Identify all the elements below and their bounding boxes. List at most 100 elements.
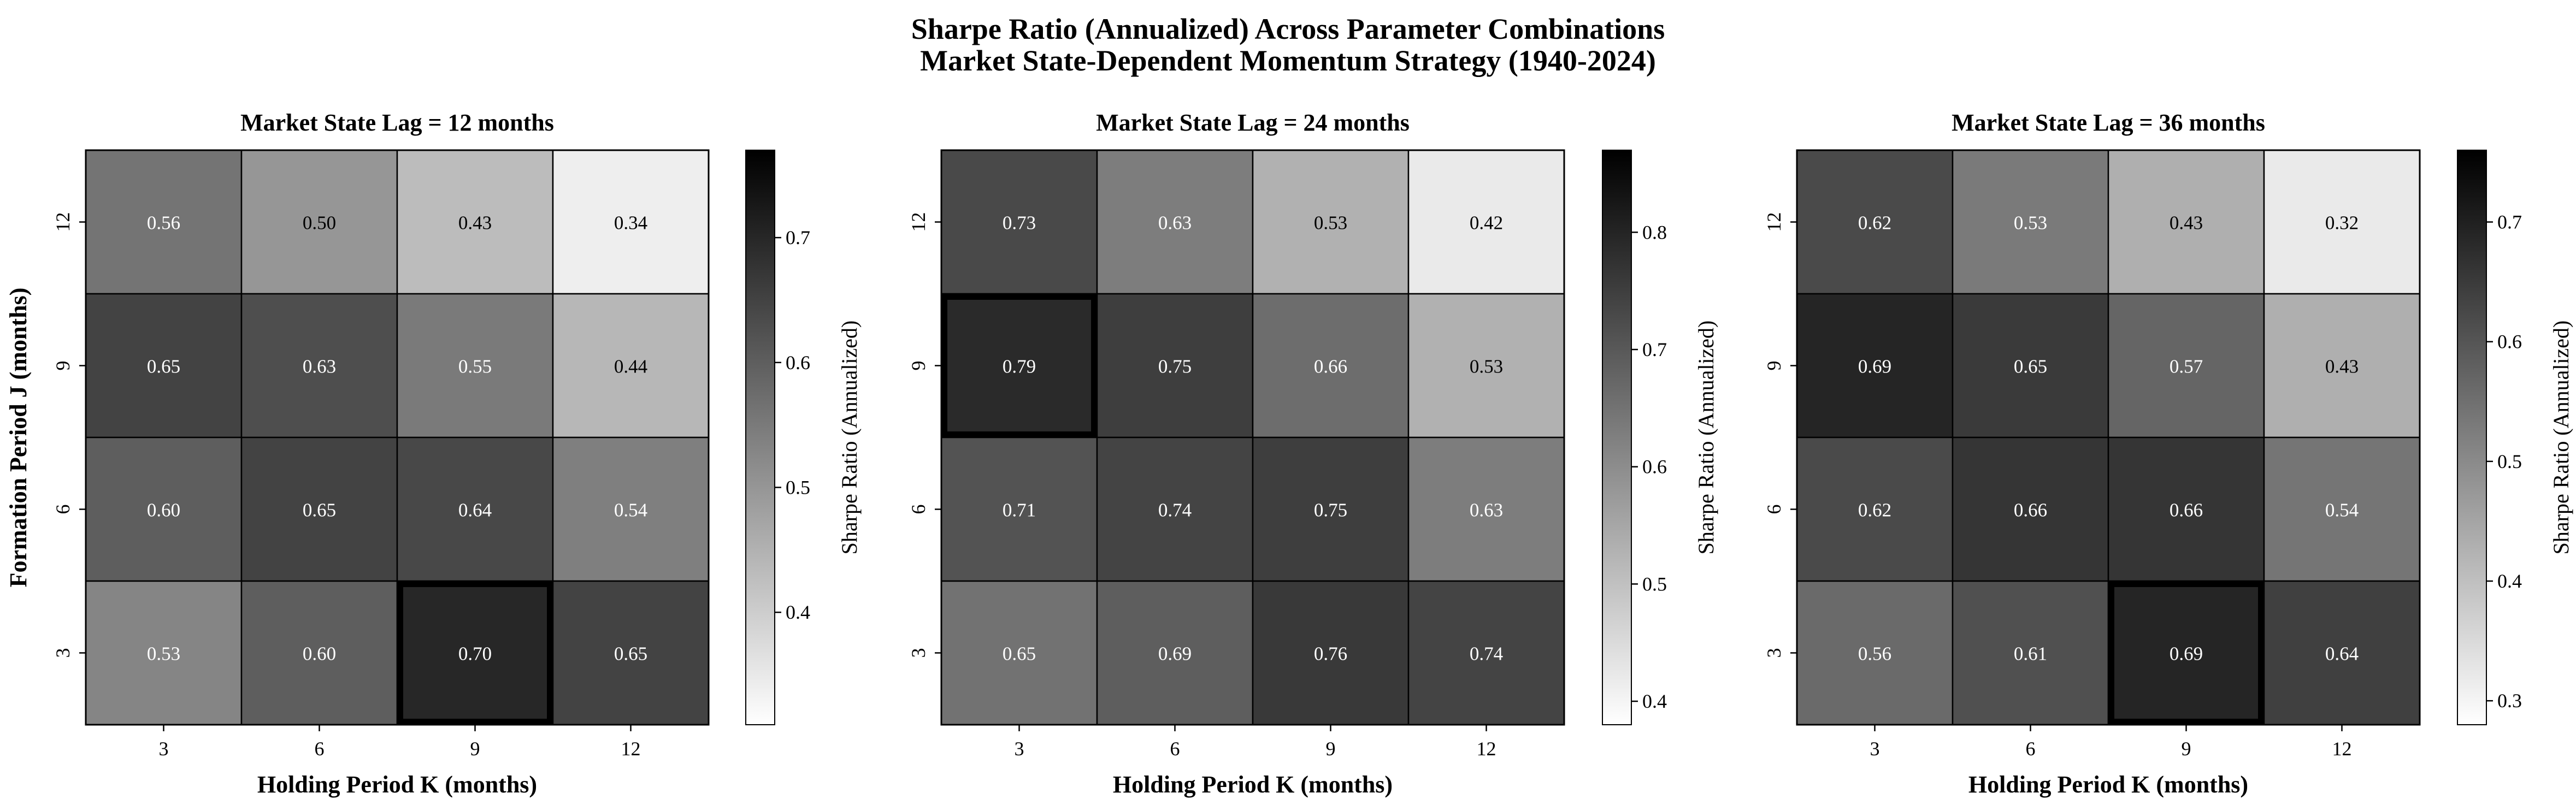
colorbar-tick-label: 0.4 bbox=[786, 601, 810, 623]
cell-value-label: 0.64 bbox=[2325, 643, 2359, 665]
colorbar-tick-label: 0.6 bbox=[2497, 331, 2522, 353]
y-tick-label: 12 bbox=[1763, 212, 1785, 232]
panel-title: Market State Lag = 36 months bbox=[1952, 109, 2265, 136]
y-tick-label: 3 bbox=[907, 648, 929, 658]
y-tick-label: 6 bbox=[907, 505, 929, 514]
y-tick-label: 9 bbox=[52, 361, 74, 371]
x-tick-label: 6 bbox=[2026, 738, 2036, 760]
cell-value-label: 0.55 bbox=[458, 356, 492, 377]
cell-value-label: 0.34 bbox=[614, 212, 647, 234]
cell-value-label: 0.53 bbox=[1314, 212, 1347, 234]
heatmap-cell bbox=[1952, 293, 2109, 439]
colorbar-label: Sharpe Ratio (Annualized) bbox=[2549, 321, 2573, 555]
cell-value-label: 0.56 bbox=[147, 212, 180, 234]
cell-value-label: 0.43 bbox=[2170, 212, 2203, 234]
colorbar-tick-label: 0.6 bbox=[786, 352, 810, 374]
figure-suptitle-line2: Market State-Dependent Momentum Strategy… bbox=[920, 44, 1656, 77]
heatmap-cell bbox=[2263, 436, 2421, 582]
heatmap-cell bbox=[2107, 580, 2265, 726]
y-tick-label: 3 bbox=[1763, 648, 1785, 658]
heatmap-cell bbox=[396, 436, 554, 582]
x-tick-label: 6 bbox=[1170, 738, 1180, 760]
heatmap-frame bbox=[85, 149, 710, 726]
heatmap-cell bbox=[1952, 149, 2109, 295]
colorbar-tick-label: 0.7 bbox=[1642, 339, 1667, 360]
y-axis-label: Formation Period J (months) bbox=[5, 288, 32, 588]
cell-value-label: 0.69 bbox=[2170, 643, 2203, 665]
cell-value-label: 0.65 bbox=[303, 500, 336, 521]
cell-value-label: 0.65 bbox=[147, 356, 180, 377]
heatmap-cell bbox=[240, 436, 398, 582]
heatmap-cell bbox=[2263, 293, 2421, 439]
heatmap-cell bbox=[1407, 293, 1565, 439]
heatmap-cell bbox=[396, 149, 554, 295]
colorbar-tick-label: 0.7 bbox=[2497, 211, 2522, 233]
cell-value-label: 0.65 bbox=[1003, 643, 1036, 665]
y-tick-label: 6 bbox=[52, 505, 74, 514]
cell-value-label: 0.44 bbox=[614, 356, 647, 377]
cell-value-label: 0.61 bbox=[2014, 643, 2047, 665]
cell-value-label: 0.69 bbox=[1858, 356, 1891, 377]
heatmap-cell bbox=[1252, 580, 1410, 726]
cell-value-label: 0.43 bbox=[458, 212, 492, 234]
cell-value-label: 0.66 bbox=[1314, 356, 1347, 377]
cell-value-label: 0.66 bbox=[2014, 500, 2047, 521]
colorbar-label: Sharpe Ratio (Annualized) bbox=[837, 321, 862, 555]
cell-value-label: 0.53 bbox=[1470, 356, 1503, 377]
colorbar bbox=[745, 150, 775, 725]
x-tick-label: 12 bbox=[621, 738, 641, 760]
heatmap-cell bbox=[940, 580, 1098, 726]
cell-value-label: 0.79 bbox=[1003, 356, 1036, 377]
colorbar-tick-label: 0.5 bbox=[1642, 573, 1667, 595]
heatmap-cell bbox=[240, 293, 398, 439]
cell-value-label: 0.76 bbox=[1314, 643, 1347, 665]
x-tick-label: 9 bbox=[470, 738, 480, 760]
y-tick-label: 3 bbox=[52, 648, 74, 658]
heatmap-cell bbox=[396, 293, 554, 439]
x-tick-label: 9 bbox=[2182, 738, 2191, 760]
cell-value-label: 0.74 bbox=[1470, 643, 1503, 665]
x-tick-label: 12 bbox=[1477, 738, 1496, 760]
cell-value-label: 0.60 bbox=[147, 500, 180, 521]
cell-value-label: 0.53 bbox=[147, 643, 180, 665]
x-axis-label: Holding Period K (months) bbox=[1968, 771, 2248, 798]
cell-value-label: 0.43 bbox=[2325, 356, 2359, 377]
cell-value-label: 0.56 bbox=[1858, 643, 1891, 665]
heatmap-cell bbox=[1796, 580, 1954, 726]
colorbar-tick-label: 0.6 bbox=[1642, 456, 1667, 478]
cell-value-label: 0.50 bbox=[303, 212, 336, 234]
cell-value-label: 0.63 bbox=[1470, 500, 1503, 521]
heatmap-cell bbox=[1407, 436, 1565, 582]
colorbar-tick-label: 0.4 bbox=[2497, 570, 2522, 592]
cell-value-label: 0.57 bbox=[2170, 356, 2203, 377]
heatmap-cell bbox=[1096, 580, 1254, 726]
y-tick-label: 6 bbox=[1763, 505, 1785, 514]
best-cell-highlight bbox=[397, 581, 553, 725]
colorbar bbox=[2457, 150, 2487, 725]
heatmap-cell bbox=[240, 580, 398, 726]
x-tick-label: 3 bbox=[159, 738, 169, 760]
cell-value-label: 0.75 bbox=[1314, 500, 1347, 521]
cell-value-label: 0.71 bbox=[1003, 500, 1036, 521]
x-tick-label: 6 bbox=[315, 738, 325, 760]
cell-value-label: 0.66 bbox=[2170, 500, 2203, 521]
colorbar-tick-label: 0.5 bbox=[786, 476, 810, 498]
heatmap-frame bbox=[940, 149, 1565, 726]
cell-value-label: 0.42 bbox=[1470, 212, 1503, 234]
cell-value-label: 0.63 bbox=[1158, 212, 1192, 234]
cell-value-label: 0.75 bbox=[1158, 356, 1192, 377]
heatmap-cell bbox=[1952, 436, 2109, 582]
heatmap-cell bbox=[1252, 436, 1410, 582]
heatmap-cell bbox=[940, 149, 1098, 295]
cell-value-label: 0.73 bbox=[1003, 212, 1036, 234]
heatmap-frame bbox=[1796, 149, 2421, 726]
figure-suptitle-line1: Sharpe Ratio (Annualized) Across Paramet… bbox=[911, 13, 1665, 45]
best-cell-highlight bbox=[941, 293, 1098, 438]
colorbar-tick-label: 0.7 bbox=[786, 227, 810, 248]
colorbar bbox=[1602, 150, 1632, 725]
heatmap-cell bbox=[552, 293, 710, 439]
x-axis-label: Holding Period K (months) bbox=[257, 771, 537, 798]
